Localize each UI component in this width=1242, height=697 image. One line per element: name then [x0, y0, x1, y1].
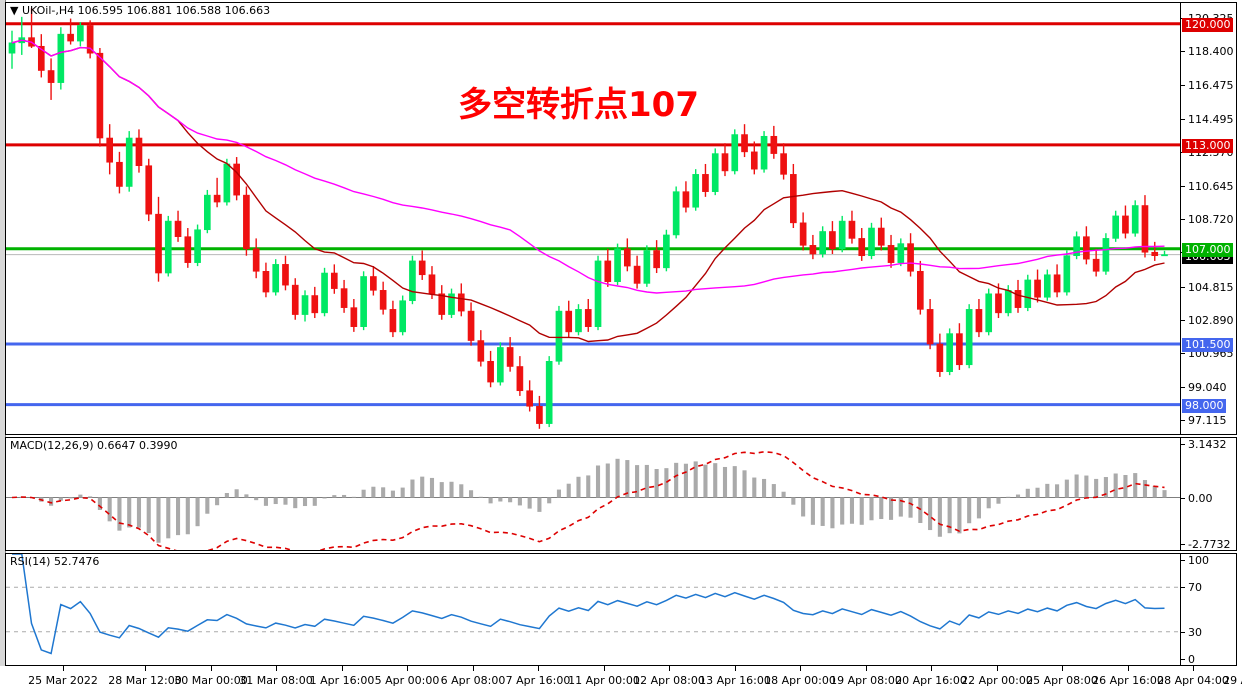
time-label: 31 Mar 08:00 — [239, 674, 313, 687]
time-tick-mark — [931, 666, 932, 671]
macd-tick: -2.7732 — [1181, 539, 1230, 550]
rsi-plot-area[interactable] — [6, 554, 1180, 665]
time-tick-mark — [342, 666, 343, 671]
time-tick-mark — [604, 666, 605, 671]
price-scale[interactable]: 120.325118.400116.475114.495112.570110.6… — [1180, 3, 1236, 434]
time-label: 25 Apr 08:00 — [1026, 674, 1098, 687]
time-label: 6 Apr 08:00 — [440, 674, 506, 687]
price-level-tag-120-000[interactable]: 120.000 — [1182, 17, 1233, 32]
time-tick-mark — [407, 666, 408, 671]
price-tick: 99.040 — [1181, 382, 1227, 393]
price-tick: 102.890 — [1181, 315, 1234, 326]
time-label: 30 Mar 00:00 — [174, 674, 248, 687]
time-label: 26 Apr 16:00 — [1092, 674, 1164, 687]
rsi-header: RSI(14) 52.7476 — [10, 555, 100, 568]
price-tick: 100.965 — [1181, 348, 1234, 359]
price-tick: 97.115 — [1181, 415, 1227, 426]
price-tick: 116.475 — [1181, 80, 1234, 91]
time-label: 28 Mar 12:00 — [108, 674, 182, 687]
chart-annotation: 多空转折点107 — [458, 85, 699, 125]
price-tick: 104.815 — [1181, 282, 1234, 293]
rsi-tick: 0 — [1181, 654, 1195, 665]
time-label: 20 Apr 16:00 — [895, 674, 967, 687]
time-tick-mark — [473, 666, 474, 671]
time-tick-mark — [866, 666, 867, 671]
time-tick-mark — [1128, 666, 1129, 671]
time-tick-mark — [669, 666, 670, 671]
price-panel: ▼ UKOil-,H4 106.595 106.881 106.588 106.… — [5, 2, 1237, 435]
time-label: 18 Apr 00:00 — [764, 674, 836, 687]
rsi-panel: RSI(14) 52.7476 100 70 30 0 — [5, 553, 1237, 666]
price-level-tag-98-000[interactable]: 98.000 — [1182, 398, 1226, 413]
time-label: 11 Apr 00:00 — [568, 674, 640, 687]
macd-tick: 3.1432 — [1181, 439, 1227, 450]
time-label: 1 Apr 16:00 — [309, 674, 375, 687]
macd-panel: MACD(12,26,9) 0.6647 0.3990 3.1432 0.00 -2… — [5, 437, 1237, 551]
symbol-header: ▼ UKOil-,H4 106.595 106.881 106.588 106.… — [10, 4, 270, 17]
rsi-tick: 30 — [1181, 627, 1202, 638]
time-label: 28 Apr 04:00 — [1157, 674, 1229, 687]
time-label: 5 Apr 00:00 — [374, 674, 440, 687]
time-tick-mark — [145, 666, 146, 671]
time-label: 12 Apr 08:00 — [633, 674, 705, 687]
macd-header: MACD(12,26,9) 0.6647 0.3990 — [10, 439, 178, 452]
time-tick-mark — [1062, 666, 1063, 671]
collapse-icon[interactable]: ▼ — [10, 4, 19, 17]
macd-tick: 0.00 — [1181, 493, 1213, 504]
price-level-tag-113-000[interactable]: 113.000 — [1182, 138, 1233, 153]
macd-plot-area[interactable] — [6, 438, 1180, 550]
time-tick-mark — [211, 666, 212, 671]
time-label: 25 Mar 2022 — [28, 674, 98, 687]
time-axis[interactable]: 25 Mar 2022 28 Mar 12:00 30 Mar 00:00 31 Ma… — [5, 666, 1242, 697]
time-tick-mark — [997, 666, 998, 671]
time-tick-mark — [735, 666, 736, 671]
symbol-label: UKOil-,H4 106.595 106.881 106.588 106.66… — [21, 4, 271, 17]
rsi-scale: 100 70 30 0 — [1180, 554, 1236, 665]
price-tick: 114.495 — [1181, 114, 1234, 125]
time-label: 13 Apr 16:00 — [699, 674, 771, 687]
time-tick-mark — [800, 666, 801, 671]
price-tick: 108.720 — [1181, 214, 1234, 225]
time-label: 22 Apr 00:00 — [961, 674, 1033, 687]
price-level-tag-101-500[interactable]: 101.500 — [1182, 337, 1233, 352]
time-tick-mark — [276, 666, 277, 671]
price-plot-area[interactable] — [6, 3, 1180, 434]
time-label: 29 Apr 12:00 — [1223, 674, 1242, 687]
time-tick-mark — [1193, 666, 1194, 671]
price-level-tag-107-000[interactable]: 107.000 — [1182, 242, 1233, 257]
rsi-tick: 100 — [1181, 555, 1209, 566]
price-tick: 118.400 — [1181, 46, 1234, 57]
time-tick-mark — [538, 666, 539, 671]
time-tick-mark — [63, 666, 64, 671]
rsi-tick: 70 — [1181, 582, 1202, 593]
time-label: 19 Apr 08:00 — [830, 674, 902, 687]
time-label: 7 Apr 16:00 — [505, 674, 571, 687]
macd-scale: 3.1432 0.00 -2.7732 — [1180, 438, 1236, 550]
price-tick: 110.645 — [1181, 181, 1234, 192]
